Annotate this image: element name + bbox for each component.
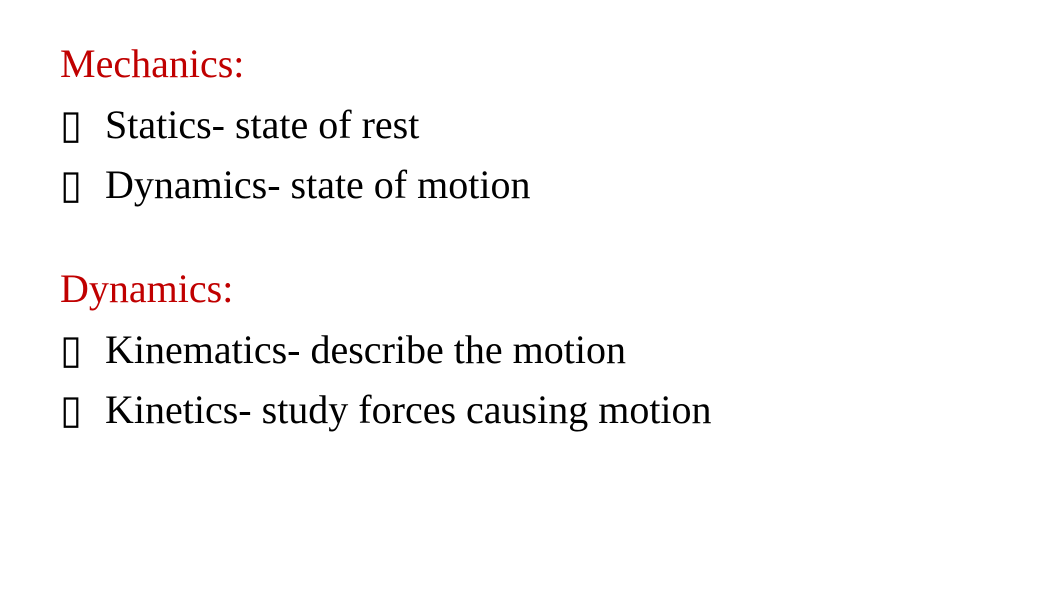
list-item: ▯ Statics- state of rest — [60, 95, 1002, 155]
item-text: Kinetics- study forces causing motion — [105, 380, 1002, 440]
bullet-icon: ▯ — [60, 155, 105, 215]
section-mechanics: Mechanics: ▯ Statics- state of rest ▯ Dy… — [60, 40, 1002, 215]
bullet-icon: ▯ — [60, 95, 105, 155]
list-dynamics: ▯ Kinematics- describe the motion ▯ Kine… — [60, 320, 1002, 440]
list-item: ▯ Kinetics- study forces causing motion — [60, 380, 1002, 440]
section-dynamics: Dynamics: ▯ Kinematics- describe the mot… — [60, 265, 1002, 440]
bullet-icon: ▯ — [60, 320, 105, 380]
heading-mechanics: Mechanics: — [60, 40, 1002, 87]
list-item: ▯ Dynamics- state of motion — [60, 155, 1002, 215]
item-text: Dynamics- state of motion — [105, 155, 1002, 215]
item-text: Statics- state of rest — [105, 95, 1002, 155]
heading-dynamics: Dynamics: — [60, 265, 1002, 312]
list-item: ▯ Kinematics- describe the motion — [60, 320, 1002, 380]
list-mechanics: ▯ Statics- state of rest ▯ Dynamics- sta… — [60, 95, 1002, 215]
bullet-icon: ▯ — [60, 380, 105, 440]
item-text: Kinematics- describe the motion — [105, 320, 1002, 380]
